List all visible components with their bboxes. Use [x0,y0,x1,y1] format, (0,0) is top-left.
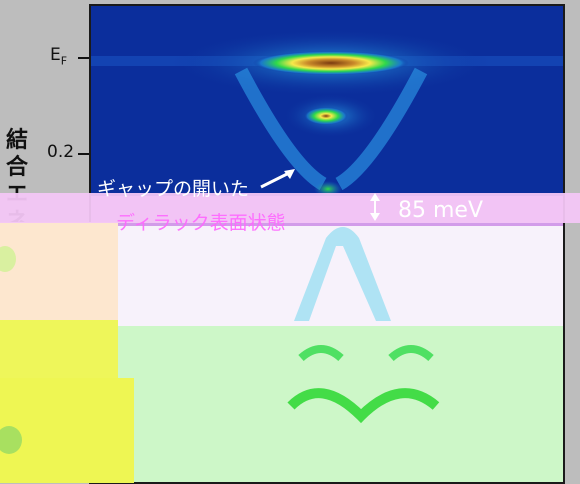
gap-label: 85 meV [398,198,484,223]
overlay-left-yellow [0,320,118,378]
upper-band [253,51,409,75]
ef-tick-mark [78,57,90,59]
annotation-arrow [260,169,295,189]
gap-arrow-icon [370,193,380,221]
overlay-left-dot-2 [0,426,22,454]
spectrum-plot [89,4,565,484]
overlay-left-peach [0,222,118,320]
faded-lower-band [287,388,440,424]
overlay-left-dot-1 [0,246,16,272]
overlay-left-lime [0,378,134,483]
tick-mark-0-2 [78,153,90,155]
middle-band [304,107,348,125]
ylabel-char-2: 合 [6,155,29,180]
tick-label-0-2: 0.2 [47,142,75,162]
faded-cone [294,227,391,321]
annotation-line-2: ディラック表面状態 [116,212,286,234]
ef-tick-label: EF [50,45,68,68]
overlay-pink-band [0,193,580,223]
faded-upper-lobes [298,345,434,362]
dispersion-arms [234,67,428,191]
ylabel-char-1: 結 [6,128,29,153]
spectrum-svg [91,29,563,482]
annotation-line-1: ギャップの開いた [97,178,250,200]
